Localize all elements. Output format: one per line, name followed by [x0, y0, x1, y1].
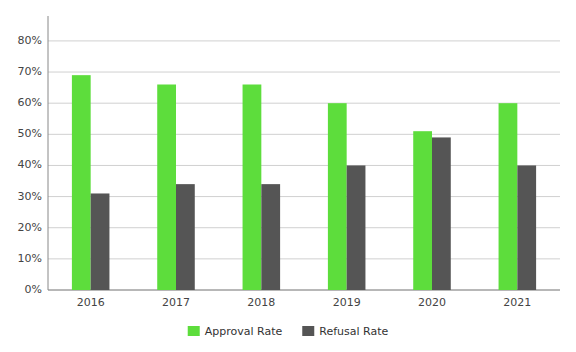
- y-tick-label: 30%: [18, 190, 42, 203]
- legend-label: Approval Rate: [205, 325, 283, 338]
- legend-item: Refusal Rate: [302, 325, 388, 338]
- chart-container: 0%10%20%30%40%50%60%70%80%20162017201820…: [0, 0, 576, 352]
- grid: [48, 41, 560, 290]
- y-tick-label: 60%: [18, 96, 42, 109]
- bar: [347, 165, 366, 290]
- bars: [72, 75, 536, 290]
- chart-svg: 0%10%20%30%40%50%60%70%80%20162017201820…: [0, 0, 576, 352]
- bar: [243, 85, 262, 291]
- x-ticks: 2016 2017 2018 2019 2020 2021: [77, 296, 532, 309]
- x-tick-label: 2021: [503, 296, 531, 309]
- grid-line: [48, 134, 560, 135]
- grid-line: [48, 72, 560, 73]
- bar: [413, 131, 432, 290]
- x-tick-label: 2016: [77, 296, 105, 309]
- grid-line: [48, 196, 560, 197]
- grid-line: [48, 290, 560, 291]
- bar: [91, 193, 110, 290]
- y-tick-label: 20%: [18, 221, 42, 234]
- x-axis-line: [48, 290, 560, 291]
- legend-swatch: [302, 326, 314, 336]
- y-axis-line: [48, 16, 49, 290]
- y-ticks: 0% 10% 20% 30% 40% 50% 60% 70% 80%: [18, 34, 42, 296]
- x-tick-label: 2017: [162, 296, 190, 309]
- legend-item: Approval Rate: [188, 325, 283, 338]
- grid-line: [48, 103, 560, 104]
- bar: [328, 103, 347, 290]
- bar: [261, 184, 280, 290]
- grid-line: [48, 40, 560, 41]
- legend-swatch: [188, 326, 200, 336]
- grid-line: [48, 165, 560, 166]
- y-tick-label: 50%: [18, 127, 42, 140]
- bar: [517, 165, 536, 290]
- bar: [432, 137, 451, 290]
- grid-line: [48, 258, 560, 259]
- legend: Approval Rate Refusal Rate: [188, 325, 389, 338]
- bar: [157, 85, 176, 291]
- x-tick-label: 2018: [247, 296, 275, 309]
- bar: [499, 103, 518, 290]
- x-tick-label: 2019: [333, 296, 361, 309]
- bar: [72, 75, 91, 290]
- y-tick-label: 0%: [25, 283, 42, 296]
- x-tick-label: 2020: [418, 296, 446, 309]
- y-tick-label: 40%: [18, 158, 42, 171]
- y-tick-label: 10%: [18, 252, 42, 265]
- y-tick-label: 80%: [18, 34, 42, 47]
- background: [0, 0, 576, 352]
- y-tick-label: 70%: [18, 65, 42, 78]
- grid-line: [48, 227, 560, 228]
- legend-label: Refusal Rate: [319, 325, 388, 338]
- bar: [176, 184, 195, 290]
